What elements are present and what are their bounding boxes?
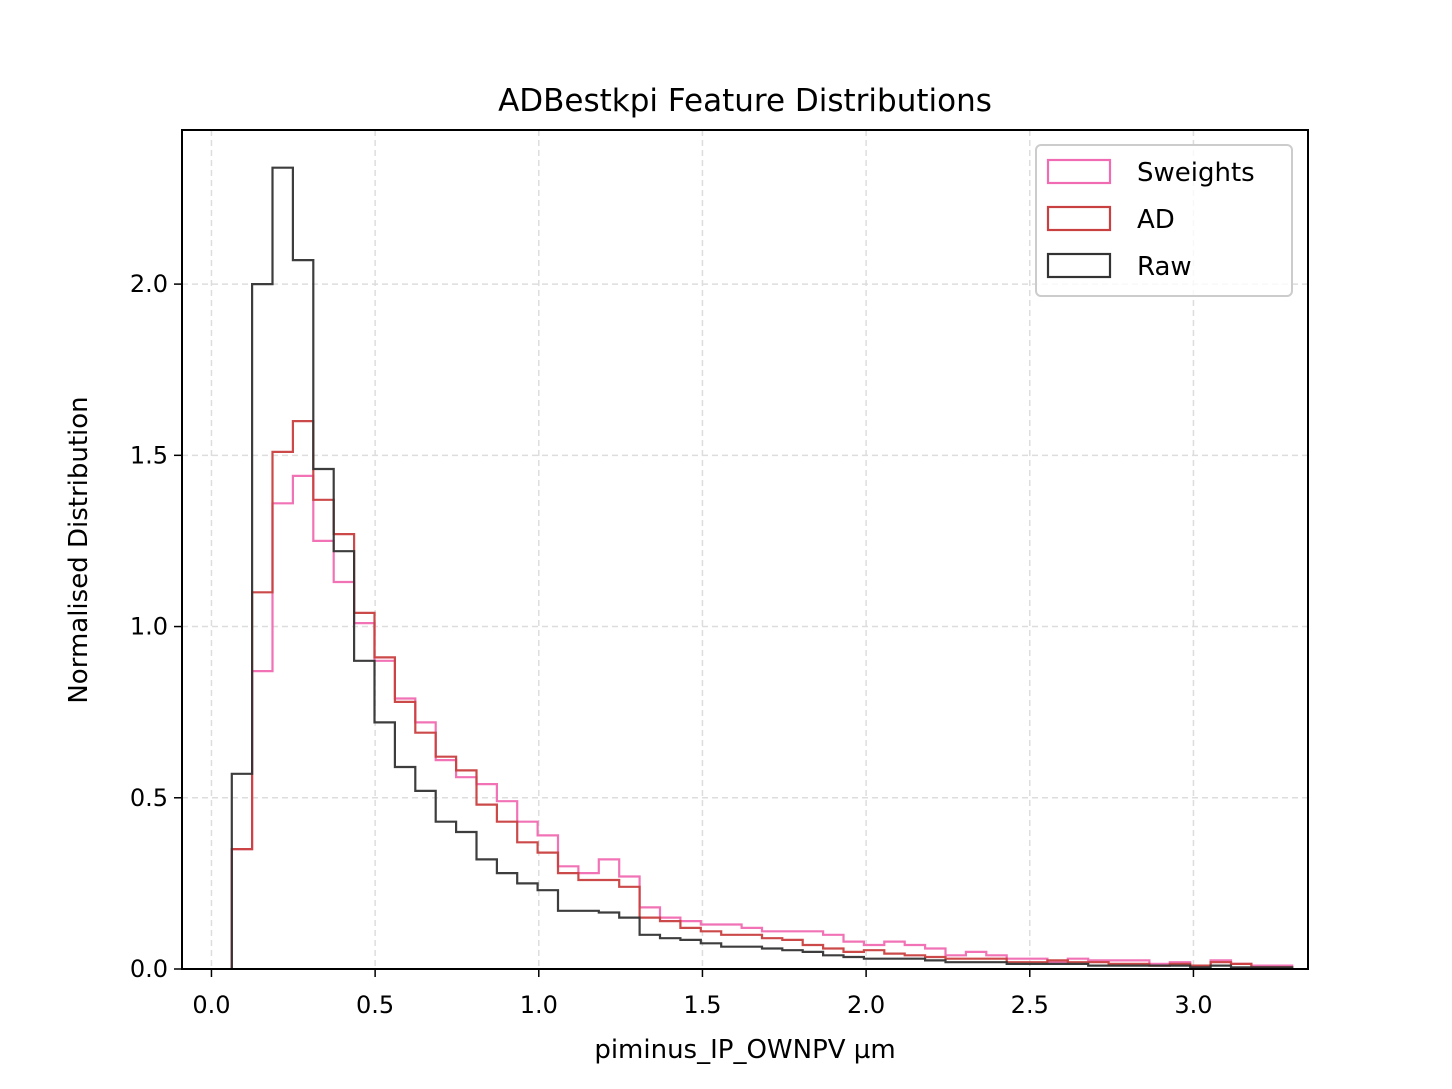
y-tick-label: 1.5 <box>130 441 168 469</box>
legend-swatch-raw <box>1046 252 1112 279</box>
y-tick-label: 0.0 <box>130 955 168 983</box>
legend-label-sweights: Sweights <box>1137 158 1255 188</box>
legend: Sweights AD Raw <box>1035 144 1293 297</box>
x-tick-label: 1.5 <box>683 991 721 1019</box>
y-tick-label: 1.0 <box>130 613 168 641</box>
y-tick-label: 2.0 <box>130 270 168 298</box>
x-axis-label: piminus_IP_OWNPV µm <box>594 1035 895 1065</box>
x-tick-label: 1.0 <box>520 991 558 1019</box>
x-tick-label: 0.5 <box>356 991 394 1019</box>
legend-swatch-ad <box>1046 205 1112 232</box>
histogram-series-raw <box>230 166 1294 969</box>
histogram-series-ad <box>230 420 1294 969</box>
histogram-series <box>230 166 1294 969</box>
chart-title: ADBestkpi Feature Distributions <box>498 83 992 119</box>
y-axis: 0.0 0.5 1.0 1.5 2.0 <box>130 270 182 983</box>
plot-frame <box>181 129 1309 970</box>
x-tick-label: 0.0 <box>192 991 230 1019</box>
x-tick-label: 3.0 <box>1174 991 1212 1019</box>
x-tick-label: 2.5 <box>1011 991 1049 1019</box>
legend-label-ad: AD <box>1137 205 1175 235</box>
y-axis-label: Normalised Distribution <box>64 396 94 703</box>
legend-label-raw: Raw <box>1137 252 1192 282</box>
legend-swatch-sweights <box>1046 158 1112 185</box>
y-tick-label: 0.5 <box>130 784 168 812</box>
x-tick-label: 2.0 <box>847 991 885 1019</box>
x-axis: 0.0 0.5 1.0 1.5 2.0 2.5 3.0 <box>192 969 1213 1019</box>
